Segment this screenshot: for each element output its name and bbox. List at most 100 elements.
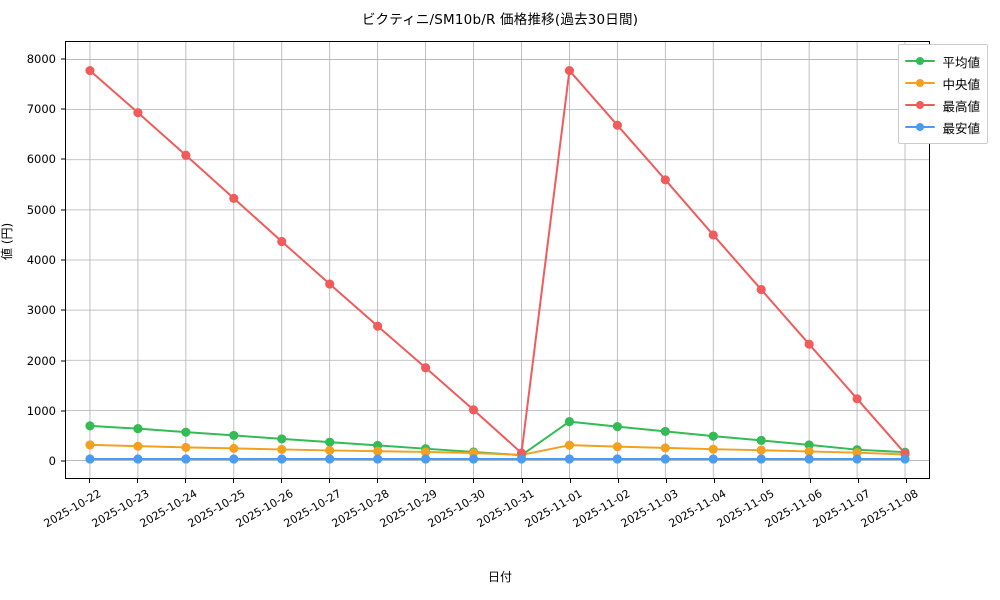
series-point (468, 454, 479, 464)
series-point (229, 443, 239, 454)
series-point (852, 394, 862, 404)
legend-label: 平均値 (942, 54, 980, 70)
series-point (900, 454, 910, 464)
y-axis-ticks: 0 1000 2000 3000 4000 5000 6000 7000 8000 (0, 41, 65, 479)
page-title: ビクティニ/SM10b/R 価格推移(過去30日間) (361, 12, 639, 28)
y-tick-mark (61, 360, 65, 362)
x-axis-label: 日付 (487, 570, 512, 584)
series-point (756, 454, 766, 464)
series-point (181, 427, 191, 437)
y-tick-mark (61, 410, 65, 412)
legend-swatch-icon (905, 77, 936, 89)
y-tick-label: 2000 (26, 353, 56, 368)
series-point (756, 435, 766, 445)
y-tick-mark (61, 259, 65, 261)
x-axis-ticks: 2025-10-22 2025-10-23 2025-10-24 2025-10-25… (42, 479, 930, 579)
series-point (804, 440, 814, 450)
y-tick-mark (61, 108, 65, 110)
gridlines (66, 42, 929, 478)
y-tick-label: 0 (48, 454, 56, 469)
x-tick-mark (89, 479, 91, 483)
x-tick-mark (569, 479, 571, 483)
x-tick-mark (857, 479, 859, 483)
series-point (660, 454, 670, 464)
x-tick-mark (377, 479, 379, 483)
legend-item-0[interactable]: 平均値 (905, 50, 980, 72)
series-point (756, 445, 766, 455)
y-tick-mark (61, 58, 65, 60)
series-point (277, 444, 287, 455)
series-point (85, 421, 95, 431)
series-point (229, 454, 239, 464)
series-point (133, 424, 143, 434)
legend-swatch-icon (905, 55, 936, 67)
legend-label: 最安値 (942, 120, 980, 136)
series-point (564, 440, 575, 450)
series-point (277, 236, 287, 247)
series-point (277, 434, 287, 444)
series-point (277, 454, 287, 464)
y-tick-label: 4000 (26, 253, 56, 267)
y-tick-mark (61, 158, 65, 160)
series-point (420, 447, 431, 457)
legend-item-3[interactable]: 最安値 (905, 116, 980, 138)
x-tick-mark (233, 479, 235, 483)
x-tick-mark (473, 479, 475, 483)
y-tick-label: 5000 (26, 202, 56, 217)
series-point (708, 454, 718, 464)
series-point (708, 444, 718, 454)
series-point (420, 363, 431, 373)
series-point (133, 441, 143, 451)
series-point (229, 430, 239, 440)
series-point (325, 445, 335, 456)
y-tick-label: 8000 (26, 51, 56, 66)
series-point (85, 454, 95, 464)
x-tick-mark (521, 479, 523, 483)
series-point (612, 442, 622, 452)
series-point (708, 431, 718, 441)
x-tick-mark (617, 479, 619, 483)
series-point (612, 120, 622, 130)
x-tick-mark (185, 479, 187, 483)
series-point (660, 426, 670, 436)
legend-swatch-icon (905, 99, 936, 111)
y-tick-mark (61, 460, 65, 462)
series-point (181, 442, 191, 453)
series-point (85, 65, 95, 76)
x-tick-mark (329, 479, 331, 483)
series-point (612, 422, 622, 432)
series-point (612, 454, 622, 464)
series-line-1 (88, 443, 907, 456)
y-tick-label: 6000 (26, 152, 56, 167)
series-point (133, 108, 143, 118)
x-tick-mark (425, 479, 427, 483)
x-tick-mark (281, 479, 283, 483)
y-tick-label: 7000 (26, 101, 56, 116)
series-point (85, 440, 95, 450)
series-point (852, 448, 862, 458)
series-point (325, 454, 335, 464)
x-tick-mark (905, 479, 907, 483)
data-series-layer (85, 65, 910, 464)
x-tick-mark (761, 479, 763, 483)
legend-label: 中央値 (942, 76, 980, 92)
series-point (229, 193, 239, 203)
legend-item-2[interactable]: 最高値 (905, 94, 980, 116)
series-point (133, 454, 143, 464)
legend-item-1[interactable]: 中央値 (905, 72, 980, 94)
series-point (852, 454, 862, 464)
series-point (564, 417, 575, 427)
legend[interactable]: 平均値中央値最高値最安値 (898, 44, 988, 144)
series-point (804, 446, 814, 457)
series-point (181, 150, 191, 160)
x-tick-mark (809, 479, 811, 483)
series-point (708, 230, 718, 240)
series-point (660, 175, 670, 185)
series-point (564, 454, 575, 464)
series-point (564, 65, 575, 76)
plot-area (65, 41, 930, 479)
series-point (373, 446, 383, 456)
series-point (756, 284, 766, 295)
y-tick-label: 1000 (26, 404, 56, 419)
